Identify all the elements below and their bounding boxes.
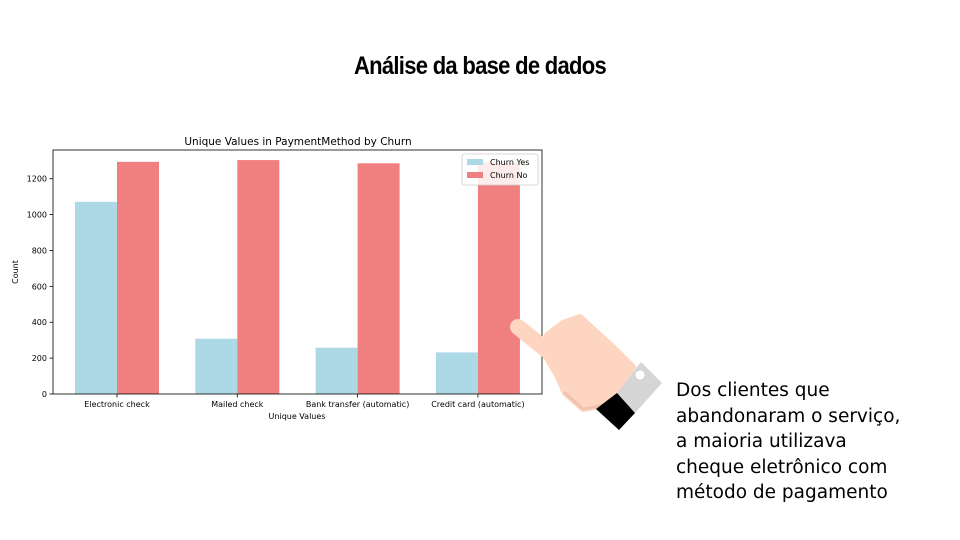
chart-title: Unique Values in PaymentMethod by Churn xyxy=(184,136,411,148)
caption-line: a maioria utilizava xyxy=(676,431,847,452)
bar-churn-no xyxy=(477,162,520,394)
payment-method-churn-chart: Unique Values in PaymentMethod by Churn … xyxy=(11,136,543,421)
caption-line: abandonaram o serviço, xyxy=(676,405,901,427)
legend-swatch xyxy=(467,159,483,165)
y-tick-label: 600 xyxy=(32,282,47,291)
bar-churn-no xyxy=(237,160,280,394)
legend-label: Churn No xyxy=(490,171,527,180)
bar-churn-yes xyxy=(315,347,358,394)
x-tick-label: Mailed check xyxy=(211,400,264,409)
caption-text: Dos clientes que abandonaram o serviço, … xyxy=(676,378,946,506)
bar-churn-no xyxy=(117,161,159,394)
bar-churn-yes xyxy=(195,338,238,394)
slide-title: Análise da base de dados xyxy=(353,52,607,80)
caption-line: cheque eletrônico com xyxy=(676,456,888,478)
legend-label: Churn Yes xyxy=(490,158,529,167)
y-tick-label: 200 xyxy=(32,354,47,363)
x-axis-label: Unique Values xyxy=(269,412,326,421)
y-tick-label: 400 xyxy=(32,318,47,327)
legend-swatch xyxy=(467,172,483,178)
y-tick-label: 800 xyxy=(32,246,47,255)
caption-line: método de pagamento xyxy=(676,482,888,503)
chart-legend: Churn Yes Churn No xyxy=(461,153,539,186)
bar-churn-no xyxy=(357,163,400,394)
y-tick-label: 1200 xyxy=(27,175,47,184)
caption-line: Dos clientes que xyxy=(676,380,830,401)
bar-churn-yes xyxy=(75,201,117,394)
x-tick-label: Credit card (automatic) xyxy=(431,400,524,409)
bar-churn-yes xyxy=(435,352,478,394)
x-tick-label: Bank transfer (automatic) xyxy=(306,400,409,409)
y-axis-label: Count xyxy=(11,260,20,284)
y-tick-label: 0 xyxy=(42,390,47,399)
pointing-hand-icon xyxy=(510,314,662,430)
y-tick-label: 1000 xyxy=(27,211,47,220)
plot-frame xyxy=(52,149,543,395)
x-tick-label: Electronic check xyxy=(84,400,150,409)
